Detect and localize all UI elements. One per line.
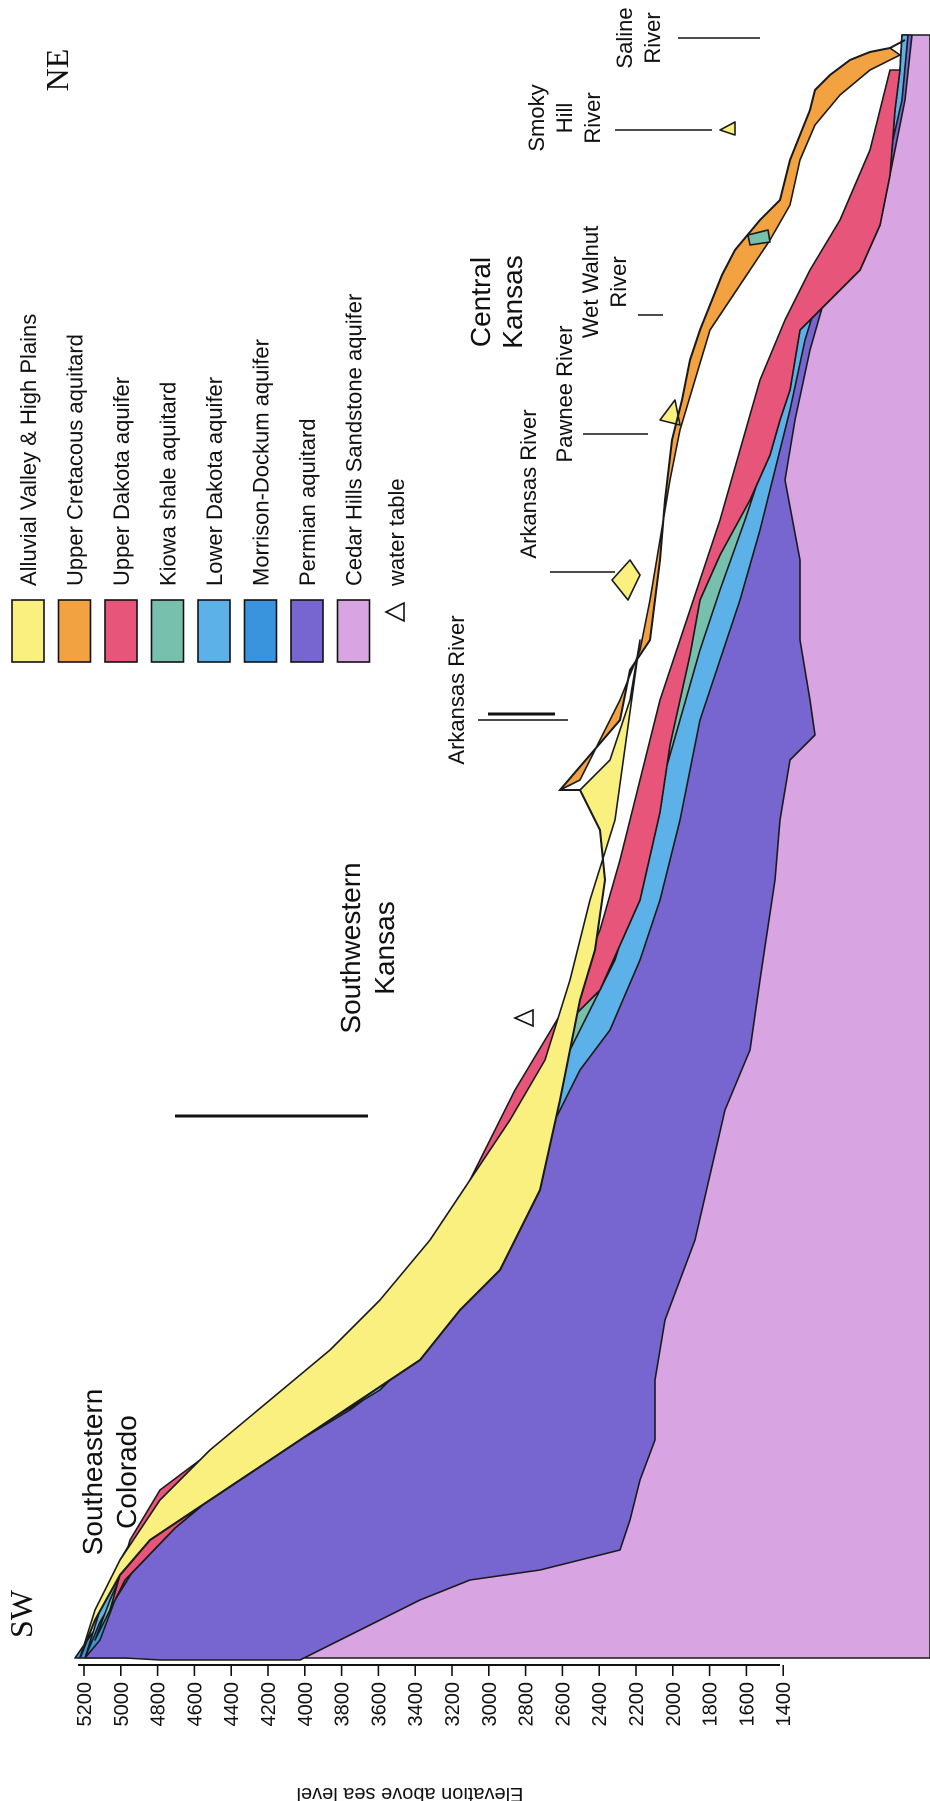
legend-swatch [57,599,92,663]
river-lens-wet-walnut [747,229,771,246]
tick-label: 3400 [405,1682,427,1727]
legend-label: Kiowa shale aquitard [156,382,181,586]
legend-swatch [104,599,138,663]
tick-label: 1400 [773,1682,795,1727]
river-labels: Arkansas River Arkansas River Pawnee Riv… [444,7,665,764]
tick-label: 2600 [552,1682,574,1727]
region-southeastern-colorado-line1: Southeastern [77,1389,108,1556]
river-lens-smoky-hill [719,121,736,136]
tick-label: 5000 [111,1682,133,1727]
river-label-arkansas-1: Arkansas River [444,615,469,764]
triangle-down-icon [384,601,405,623]
end-label-sw: SW [3,1589,39,1638]
tick-labels: 5200 5000 4800 4600 4400 4200 4000 3800 3600 3400… [74,1682,795,1727]
river-label-wet-walnut-line1: Wet Walnut [578,226,603,338]
river-label-pawnee: Pawnee River [552,326,577,463]
river-label-saline-line2: River [640,12,665,63]
legend-label: Morrison-Dockum aquifer [249,339,274,586]
tick-label: 4000 [295,1682,317,1727]
legend-swatch [243,599,278,663]
legend-label: Permian aquitard [295,418,320,586]
tick-marks [83,1665,785,1676]
river-label-saline-line1: Saline [612,7,637,68]
region-southeastern-colorado-line2: Colorado [111,1415,142,1529]
tick-label: 4600 [184,1682,206,1727]
river-label-wet-walnut-line2: River [606,256,631,307]
tick-label: 1600 [736,1682,758,1727]
legend-label: Upper Dakota aquifer [109,377,134,586]
region-southwestern-kansas-line2: Kansas [369,901,400,994]
tick-label: 2200 [626,1682,648,1727]
legend-swatch [150,599,185,663]
end-label-ne: NE [39,49,75,92]
region-southwestern-kansas-line1: Southwestern [335,862,366,1033]
legend-swatch [290,599,324,663]
river-lens-arkansas [611,559,641,601]
tick-label: 1800 [700,1682,722,1727]
region-labels: Southeastern Colorado Southwestern Kansa… [77,255,528,1555]
legend-label: Alluvial Valley & High Plains [16,314,41,586]
tick-label: 3600 [368,1682,390,1727]
tick-label: 2400 [589,1682,611,1727]
tick-label: 3800 [332,1682,354,1727]
legend: Alluvial Valley & High Plains Upper Creta… [11,294,409,663]
region-central-kansas-line2: Kansas [497,255,528,348]
legend-swatch [11,599,45,663]
tick-label: 4400 [221,1682,243,1727]
legend-swatch [336,599,371,663]
tick-label: 3000 [479,1682,501,1727]
river-label-smoky-hill-line2: Hill [552,103,577,134]
tick-label: 2800 [516,1682,538,1727]
ground-surface [79,39,906,1659]
tick-label: 4800 [148,1682,170,1727]
legend-label: Cedar Hills Sandstone aquifer [342,294,367,586]
tick-label: 2000 [663,1682,685,1727]
legend-label: Upper Cretacous aquitard [63,334,88,586]
legend-label: Lower Dakota aquifer [202,377,227,586]
tick-label: 3200 [442,1682,464,1727]
tick-label: 4200 [258,1682,280,1727]
region-central-kansas-line1: Central [465,257,496,347]
axis-label: Elevation above sea level [297,1783,524,1801]
geologic-layers [74,34,930,1661]
legend-label-water-table: water table [384,478,409,587]
tick-label: 5200 [74,1682,96,1727]
elevation-axis: 5200 5000 4800 4600 4400 4200 4000 3800 3600 3400… [74,1664,795,1801]
river-label-smoky-hill-line1: Smoky [524,84,549,151]
legend-swatch [197,599,231,663]
water-table-marker-icon [513,1008,534,1028]
marker-lines [175,37,760,1118]
river-label-smoky-hill-line3: River [580,92,605,143]
river-label-arkansas-2: Arkansas River [516,409,541,558]
river-lens-pawnee [659,399,681,426]
